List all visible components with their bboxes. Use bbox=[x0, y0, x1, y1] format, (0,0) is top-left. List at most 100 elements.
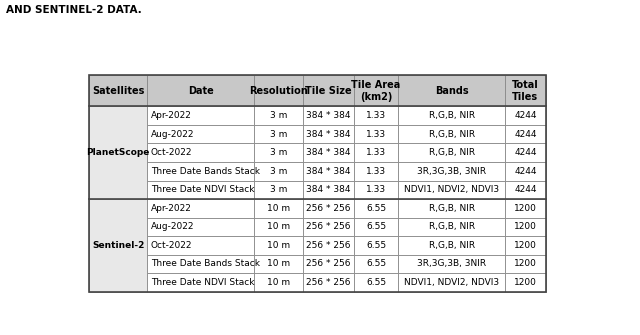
Bar bbox=[89, 199, 147, 292]
Bar bbox=[254, 162, 303, 181]
Bar bbox=[303, 236, 354, 255]
Text: 1.33: 1.33 bbox=[366, 130, 386, 139]
Bar bbox=[303, 218, 354, 236]
Bar bbox=[399, 143, 505, 162]
Bar bbox=[147, 162, 254, 181]
Bar bbox=[89, 107, 147, 199]
Text: 1200: 1200 bbox=[514, 241, 537, 250]
Bar bbox=[354, 75, 399, 107]
Bar bbox=[354, 255, 399, 273]
Text: NDVI1, NDVI2, NDVI3: NDVI1, NDVI2, NDVI3 bbox=[404, 278, 499, 287]
Text: PlanetScope: PlanetScope bbox=[86, 148, 150, 157]
Bar bbox=[505, 199, 546, 218]
Bar bbox=[505, 162, 546, 181]
Text: 384 * 384: 384 * 384 bbox=[306, 148, 351, 157]
Bar bbox=[505, 107, 546, 125]
Text: Aug-2022: Aug-2022 bbox=[151, 222, 195, 231]
Bar bbox=[505, 75, 546, 107]
Text: 1.33: 1.33 bbox=[366, 185, 386, 194]
Text: 256 * 256: 256 * 256 bbox=[306, 241, 351, 250]
Text: Satellites: Satellites bbox=[92, 86, 145, 96]
Bar bbox=[89, 75, 546, 292]
Text: 384 * 384: 384 * 384 bbox=[306, 130, 351, 139]
Bar bbox=[399, 125, 505, 143]
Bar bbox=[254, 125, 303, 143]
Text: Date: Date bbox=[188, 86, 214, 96]
Bar bbox=[354, 236, 399, 255]
Text: 3 m: 3 m bbox=[269, 111, 287, 120]
Text: 10 m: 10 m bbox=[267, 278, 290, 287]
Text: Total
Tiles: Total Tiles bbox=[512, 80, 539, 102]
Text: 1200: 1200 bbox=[514, 222, 537, 231]
Text: 1.33: 1.33 bbox=[366, 148, 386, 157]
Bar bbox=[505, 181, 546, 199]
Text: 6.55: 6.55 bbox=[366, 222, 386, 231]
Text: Three Date Bands Stack: Three Date Bands Stack bbox=[151, 167, 260, 176]
Text: 4244: 4244 bbox=[514, 148, 537, 157]
Text: R,G,B, NIR: R,G,B, NIR bbox=[429, 241, 475, 250]
Bar bbox=[303, 162, 354, 181]
Text: 256 * 256: 256 * 256 bbox=[306, 222, 351, 231]
Bar bbox=[147, 199, 254, 218]
Text: 6.55: 6.55 bbox=[366, 204, 386, 213]
Text: 1200: 1200 bbox=[514, 259, 537, 268]
Bar bbox=[354, 143, 399, 162]
Bar bbox=[147, 181, 254, 199]
Text: 4244: 4244 bbox=[514, 185, 537, 194]
Text: Three Date Bands Stack: Three Date Bands Stack bbox=[151, 259, 260, 268]
Text: R,G,B, NIR: R,G,B, NIR bbox=[429, 148, 475, 157]
Bar bbox=[303, 143, 354, 162]
Text: Aug-2022: Aug-2022 bbox=[151, 130, 195, 139]
Bar bbox=[254, 107, 303, 125]
Text: Apr-2022: Apr-2022 bbox=[151, 111, 192, 120]
Text: 4244: 4244 bbox=[514, 130, 537, 139]
Text: 256 * 256: 256 * 256 bbox=[306, 278, 351, 287]
Bar bbox=[505, 255, 546, 273]
Text: 1.33: 1.33 bbox=[366, 111, 386, 120]
Bar bbox=[354, 162, 399, 181]
Bar bbox=[147, 236, 254, 255]
Text: 10 m: 10 m bbox=[267, 204, 290, 213]
Bar bbox=[399, 236, 505, 255]
Text: Sentinel-2: Sentinel-2 bbox=[92, 241, 145, 250]
Text: Oct-2022: Oct-2022 bbox=[151, 148, 193, 157]
Bar bbox=[399, 75, 505, 107]
Text: 10 m: 10 m bbox=[267, 222, 290, 231]
Text: 10 m: 10 m bbox=[267, 241, 290, 250]
Text: 6.55: 6.55 bbox=[366, 278, 386, 287]
Bar bbox=[254, 236, 303, 255]
Bar bbox=[399, 218, 505, 236]
Bar bbox=[303, 273, 354, 292]
Bar bbox=[354, 199, 399, 218]
Bar bbox=[505, 218, 546, 236]
Text: 3 m: 3 m bbox=[269, 167, 287, 176]
Text: NDVI1, NDVI2, NDVI3: NDVI1, NDVI2, NDVI3 bbox=[404, 185, 499, 194]
Bar bbox=[354, 181, 399, 199]
Text: AND SENTINEL-2 DATA.: AND SENTINEL-2 DATA. bbox=[6, 5, 142, 15]
Text: Three Date NDVI Stack: Three Date NDVI Stack bbox=[151, 185, 255, 194]
Text: 10 m: 10 m bbox=[267, 259, 290, 268]
Text: Bands: Bands bbox=[435, 86, 468, 96]
Bar bbox=[399, 162, 505, 181]
Text: 1200: 1200 bbox=[514, 204, 537, 213]
Text: Three Date NDVI Stack: Three Date NDVI Stack bbox=[151, 278, 255, 287]
Text: 1.33: 1.33 bbox=[366, 167, 386, 176]
Text: 4244: 4244 bbox=[514, 167, 537, 176]
Bar bbox=[303, 199, 354, 218]
Text: R,G,B, NIR: R,G,B, NIR bbox=[429, 204, 475, 213]
Bar bbox=[254, 199, 303, 218]
Text: 256 * 256: 256 * 256 bbox=[306, 204, 351, 213]
Text: Resolution: Resolution bbox=[249, 86, 308, 96]
Bar bbox=[303, 75, 354, 107]
Text: 6.55: 6.55 bbox=[366, 241, 386, 250]
Bar bbox=[303, 255, 354, 273]
Bar bbox=[147, 255, 254, 273]
Text: 256 * 256: 256 * 256 bbox=[306, 259, 351, 268]
Bar bbox=[303, 125, 354, 143]
Bar bbox=[303, 181, 354, 199]
Text: 384 * 384: 384 * 384 bbox=[306, 167, 351, 176]
Text: 3R,3G,3B, 3NIR: 3R,3G,3B, 3NIR bbox=[417, 259, 486, 268]
Text: R,G,B, NIR: R,G,B, NIR bbox=[429, 130, 475, 139]
Bar bbox=[354, 125, 399, 143]
Bar bbox=[254, 255, 303, 273]
